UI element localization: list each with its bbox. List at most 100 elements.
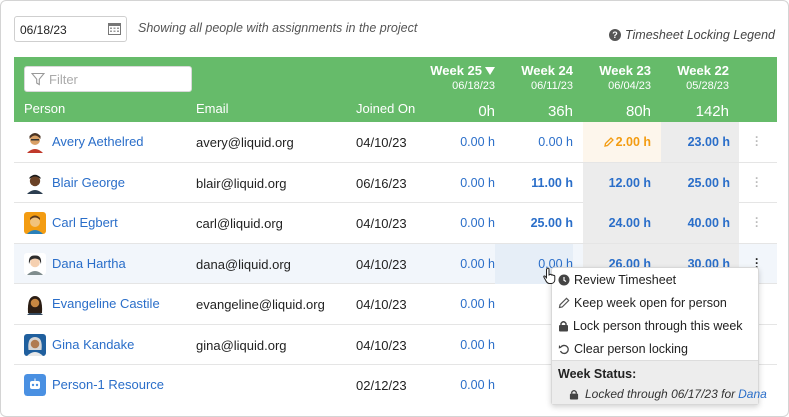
row-menu-icon[interactable]: ··· bbox=[755, 170, 759, 193]
avatar bbox=[24, 171, 46, 194]
hours-cell[interactable]: 25.00 h bbox=[530, 216, 573, 230]
col-email[interactable]: Email bbox=[196, 101, 229, 116]
pencil-icon bbox=[558, 297, 570, 309]
person-link[interactable]: Person-1 Resource bbox=[52, 377, 164, 392]
hours-cell[interactable]: 0.00 h bbox=[460, 297, 495, 311]
person-link[interactable]: Evangeline Castile bbox=[52, 296, 160, 311]
locked-by-link[interactable]: Dana bbox=[738, 387, 767, 401]
hours-cell[interactable]: 0.00 h bbox=[460, 337, 495, 352]
menu-label: Keep week open for person bbox=[574, 296, 727, 310]
hours-cell[interactable]: 12.00 h bbox=[583, 162, 661, 203]
table-row: Carl Egbert carl@liquid.org 04/10/23 0.0… bbox=[14, 203, 777, 244]
person-email: blair@liquid.org bbox=[196, 175, 287, 191]
hand-cursor-icon bbox=[543, 267, 556, 284]
assignment-note: Showing all people with assignments in t… bbox=[138, 21, 418, 35]
table-row: Evangeline Castile evangeline@liquid.org… bbox=[14, 284, 777, 325]
person-link[interactable]: Gina Kandake bbox=[52, 336, 135, 352]
date-value: 06/18/23 bbox=[20, 23, 67, 37]
hours-cell[interactable]: 0.00 h bbox=[460, 135, 495, 149]
person-joined: 04/10/23 bbox=[356, 297, 407, 312]
avatar bbox=[24, 212, 46, 234]
col-person[interactable]: Person bbox=[24, 101, 66, 116]
lock-icon bbox=[559, 321, 568, 332]
filter-box[interactable] bbox=[24, 66, 192, 92]
week-22-total: 142h bbox=[695, 103, 729, 120]
hours-cell[interactable]: 0.00 h bbox=[460, 256, 495, 271]
person-email: carl@liquid.org bbox=[196, 216, 283, 231]
person-link[interactable]: Avery Aethelred bbox=[52, 134, 144, 149]
menu-label: Lock person through this week bbox=[573, 319, 743, 333]
hours-value: 2.00 h bbox=[615, 135, 651, 149]
help-icon: ? bbox=[609, 29, 621, 41]
date-picker[interactable]: 06/18/23 bbox=[14, 16, 127, 42]
person-link[interactable]: Carl Egbert bbox=[52, 215, 118, 230]
week-25-total: 0h bbox=[478, 103, 495, 120]
lock-status-label: Locked through 06/17/23 for bbox=[585, 387, 736, 401]
week-23-header[interactable]: Week 23 06/04/23 80h bbox=[573, 63, 651, 122]
person-email: evangeline@liquid.org bbox=[196, 297, 325, 312]
table-row: Avery Aethelred avery@liquid.org 04/10/2… bbox=[14, 122, 777, 163]
sort-down-icon bbox=[485, 67, 495, 75]
person-joined: 04/10/23 bbox=[356, 135, 407, 150]
week-24-header[interactable]: Week 24 06/11/23 36h bbox=[495, 63, 573, 122]
menu-review-timesheet[interactable]: Review Timesheet bbox=[552, 269, 758, 291]
hours-cell-edited[interactable]: 2.00 h bbox=[583, 122, 661, 162]
week-23-total: 80h bbox=[625, 103, 651, 120]
week-24-total: 36h bbox=[547, 103, 573, 120]
person-link[interactable]: Dana Hartha bbox=[52, 255, 126, 271]
row-menu-icon[interactable]: ··· bbox=[755, 251, 759, 273]
week-25-date: 06/18/23 bbox=[452, 80, 495, 92]
hours-cell[interactable]: 0.00 h bbox=[538, 135, 573, 149]
week-24-date: 06/11/23 bbox=[530, 80, 573, 92]
hours-cell[interactable]: 25.00 h bbox=[661, 162, 739, 203]
table-row: Gina Kandake gina@liquid.org 04/10/23 0.… bbox=[14, 325, 777, 365]
person-joined: 06/16/23 bbox=[356, 175, 407, 191]
menu-lock-person[interactable]: Lock person through this week bbox=[552, 315, 758, 337]
row-menu-icon[interactable]: ··· bbox=[755, 211, 759, 233]
person-joined: 02/12/23 bbox=[356, 378, 407, 393]
menu-label: Clear person locking bbox=[574, 342, 688, 356]
robot-icon bbox=[24, 374, 46, 396]
person-joined: 04/10/23 bbox=[356, 216, 407, 231]
week-24-label: Week 24 bbox=[521, 63, 573, 78]
table-row: Dana Hartha dana@liquid.org 04/10/23 0.0… bbox=[14, 243, 777, 284]
week-status-text: Locked through 06/17/23 for Dana bbox=[569, 387, 767, 401]
week-25-header[interactable]: Week 25 06/18/23 0h bbox=[417, 63, 495, 122]
lock-icon bbox=[569, 389, 579, 399]
avatar bbox=[24, 293, 46, 315]
hours-cell[interactable]: 23.00 h bbox=[661, 122, 739, 162]
filter-icon bbox=[31, 72, 45, 86]
person-link[interactable]: Blair George bbox=[52, 174, 125, 190]
menu-keep-week-open[interactable]: Keep week open for person bbox=[552, 292, 758, 314]
hours-cell[interactable]: 0.00 h bbox=[460, 175, 495, 190]
calendar-icon[interactable] bbox=[108, 22, 121, 35]
clock-icon bbox=[558, 274, 570, 286]
pencil-icon bbox=[603, 137, 614, 147]
row-context-menu: Review Timesheet Keep week open for pers… bbox=[551, 267, 767, 405]
people-table: Avery Aethelred avery@liquid.org 04/10/2… bbox=[14, 122, 777, 406]
hours-cell[interactable]: 11.00 h bbox=[531, 175, 573, 190]
week-22-header[interactable]: Week 22 05/28/23 142h bbox=[651, 63, 729, 122]
undo-icon bbox=[558, 344, 569, 355]
avatar bbox=[24, 252, 46, 275]
menu-label: Review Timesheet bbox=[574, 273, 677, 287]
row-menu-icon[interactable]: ··· bbox=[755, 130, 759, 152]
person-email: avery@liquid.org bbox=[196, 135, 294, 150]
legend-label: Timesheet Locking Legend bbox=[625, 28, 775, 42]
hours-cell[interactable]: 24.00 h bbox=[583, 203, 661, 243]
avatar bbox=[24, 333, 46, 356]
locking-legend-link[interactable]: ? Timesheet Locking Legend bbox=[609, 28, 775, 42]
week-23-date: 06/04/23 bbox=[608, 80, 651, 92]
menu-clear-locking[interactable]: Clear person locking bbox=[552, 338, 758, 360]
col-joined[interactable]: Joined On bbox=[356, 101, 416, 116]
table-header: Person Email Joined On Week 25 06/18/23 … bbox=[14, 57, 777, 122]
hours-cell[interactable]: 40.00 h bbox=[661, 203, 739, 243]
hours-cell[interactable]: 0.00 h bbox=[460, 216, 495, 230]
hours-cell[interactable]: 0.00 h bbox=[460, 378, 495, 392]
filter-input[interactable] bbox=[49, 71, 189, 87]
week-status-panel: Week Status: Locked through 06/17/23 for… bbox=[552, 360, 767, 404]
table-row: Person-1 Resource 02/12/23 0.00 h bbox=[14, 365, 777, 406]
avatar bbox=[24, 131, 46, 153]
week-23-label: Week 23 bbox=[599, 63, 651, 78]
